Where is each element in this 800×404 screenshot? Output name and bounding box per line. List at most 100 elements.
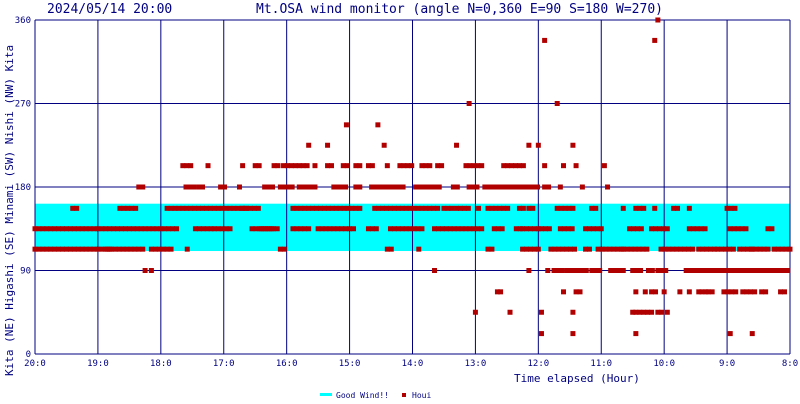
houi-point	[459, 226, 465, 232]
houi-point	[749, 331, 755, 337]
houi-point	[116, 246, 122, 252]
houi-point	[721, 268, 727, 273]
houi-point	[172, 205, 178, 211]
houi-point	[733, 268, 739, 273]
houi-point	[188, 205, 194, 211]
houi-point	[568, 246, 574, 252]
houi-point	[331, 226, 337, 232]
houi-point	[48, 226, 54, 232]
houi-point	[443, 226, 449, 232]
houi-point	[180, 205, 186, 211]
houi-point	[471, 163, 477, 169]
houi-point	[554, 205, 560, 211]
houi-point	[48, 246, 54, 252]
houi-point	[630, 268, 636, 273]
houi-point	[597, 268, 603, 273]
houi-point	[583, 226, 589, 232]
houi-point	[546, 184, 552, 190]
houi-point	[570, 309, 576, 315]
houi-point	[744, 289, 750, 295]
houi-point	[192, 205, 198, 211]
legend-houi-swatch	[402, 393, 406, 397]
houi-point	[526, 268, 532, 273]
houi-point	[637, 205, 643, 211]
houi-point	[678, 246, 684, 252]
houi-point	[166, 226, 172, 232]
houi-point	[136, 184, 142, 190]
houi-point	[649, 309, 655, 315]
houi-point	[111, 226, 117, 232]
houi-point	[95, 246, 101, 252]
houi-point	[649, 268, 655, 273]
houi-point	[548, 246, 554, 252]
houi-point	[752, 289, 758, 295]
houi-point	[328, 163, 334, 169]
houi-point	[32, 246, 38, 252]
houi-point	[686, 205, 692, 211]
houi-point	[79, 226, 85, 232]
y-tick-label: 270	[15, 100, 31, 110]
y-tick-label: 360	[15, 16, 31, 26]
houi-point	[391, 226, 397, 232]
houi-point	[513, 163, 519, 169]
houi-point	[660, 226, 666, 232]
houi-point	[395, 205, 401, 211]
houi-point	[566, 205, 572, 211]
houi-point	[454, 142, 460, 148]
houi-point	[709, 268, 715, 273]
houi-point	[737, 246, 743, 252]
houi-point	[704, 246, 710, 252]
houi-point	[441, 205, 447, 211]
houi-point	[670, 246, 676, 252]
houi-point	[52, 226, 58, 232]
houi-point	[160, 246, 166, 252]
houi-point	[659, 309, 665, 315]
houi-point	[296, 184, 302, 190]
houi-point	[200, 226, 206, 232]
houi-point	[357, 184, 363, 190]
houi-point	[124, 246, 130, 252]
houi-point	[204, 226, 210, 232]
houi-point	[435, 226, 441, 232]
houi-point	[308, 184, 314, 190]
houi-point	[612, 268, 618, 273]
houi-point	[589, 268, 595, 273]
houi-point	[655, 17, 661, 23]
houi-point	[104, 246, 110, 252]
houi-point	[583, 268, 589, 273]
houi-point	[340, 163, 346, 169]
houi-point	[107, 226, 113, 232]
houi-point	[516, 205, 522, 211]
houi-point	[467, 163, 473, 169]
houi-point	[497, 205, 503, 211]
houi-point	[645, 309, 651, 315]
houi-point	[306, 226, 312, 232]
houi-point	[380, 184, 386, 190]
houi-point	[259, 226, 264, 232]
houi-point	[579, 268, 585, 273]
houi-point	[715, 246, 721, 252]
houi-point	[542, 226, 548, 232]
houi-point	[577, 289, 583, 295]
houi-point	[387, 205, 393, 211]
houi-point	[687, 268, 693, 273]
houi-point	[542, 37, 548, 43]
houi-point	[482, 184, 488, 190]
houi-point	[708, 246, 714, 252]
houi-point	[694, 226, 700, 232]
houi-point	[419, 163, 425, 169]
legend: Good Wind!! Houi	[320, 391, 431, 400]
houi-point	[583, 246, 589, 252]
houi-point	[174, 226, 180, 232]
houi-point	[641, 309, 647, 315]
houi-point	[466, 184, 472, 190]
y-tick-label: 180	[15, 183, 31, 193]
houi-point	[725, 289, 731, 295]
houi-point	[52, 246, 58, 252]
houi-point	[756, 268, 762, 273]
houi-point	[401, 163, 407, 169]
houi-point	[277, 184, 283, 190]
houi-point	[494, 289, 500, 295]
houi-point	[761, 246, 767, 252]
houi-point	[164, 246, 170, 252]
